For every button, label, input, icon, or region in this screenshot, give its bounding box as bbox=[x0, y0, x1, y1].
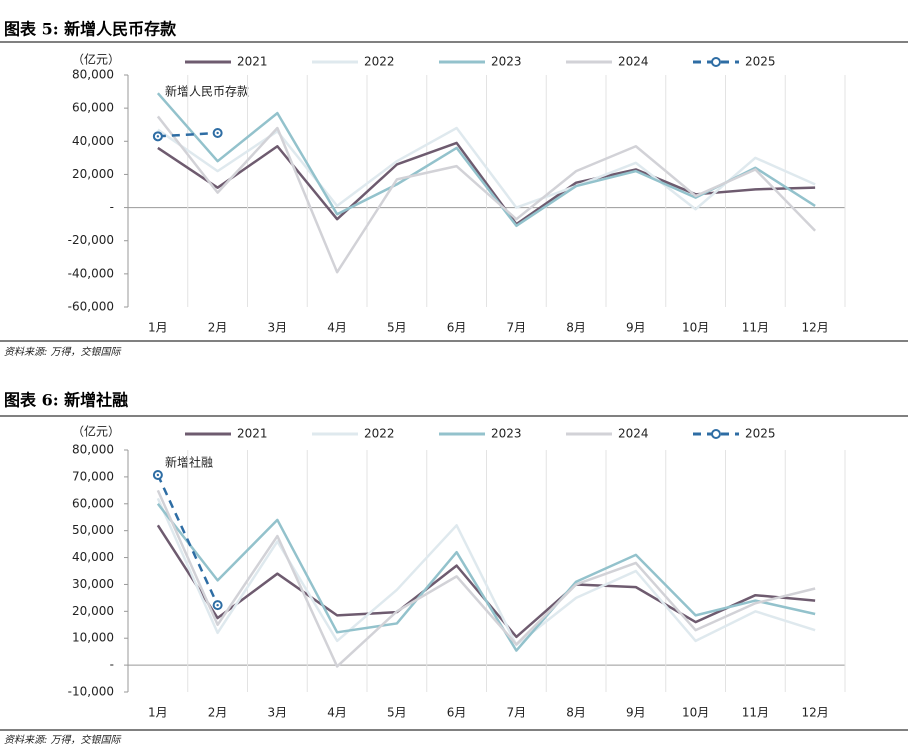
legend-marker bbox=[711, 429, 721, 439]
point-dot bbox=[156, 135, 160, 138]
x-tick-label: 1月 bbox=[148, 321, 168, 335]
y-tick-label: -40,000 bbox=[68, 266, 114, 280]
x-tick-label: 5月 bbox=[387, 321, 407, 335]
figure-heading: 图表 5: 新增人民币存款 bbox=[4, 20, 177, 39]
series-line bbox=[156, 489, 816, 668]
legend-label: 2021 bbox=[237, 427, 268, 441]
x-tick-label: 8月 bbox=[566, 706, 586, 720]
x-tick-label: 12月 bbox=[801, 706, 828, 720]
x-tick-label: 12月 bbox=[801, 321, 828, 335]
y-tick-label: -20,000 bbox=[68, 233, 114, 247]
x-tick-label: 2月 bbox=[208, 706, 228, 720]
point-dot bbox=[216, 131, 219, 135]
y-tick-label: - bbox=[110, 200, 114, 214]
x-tick-label: 10月 bbox=[682, 706, 709, 720]
x-tick-label: 8月 bbox=[566, 321, 586, 335]
x-tick-label: 11月 bbox=[742, 321, 769, 335]
x-tick-label: 9月 bbox=[626, 706, 646, 720]
legend-label: 2022 bbox=[364, 427, 395, 441]
x-tick-label: 3月 bbox=[268, 706, 288, 720]
y-tick-label: 80,000 bbox=[72, 443, 114, 457]
y-tick-label: - bbox=[110, 658, 114, 672]
y-tick-label: -10,000 bbox=[68, 685, 114, 699]
y-tick-label: 20,000 bbox=[72, 604, 114, 618]
x-tick-label: 9月 bbox=[626, 321, 646, 335]
x-tick-label: 6月 bbox=[447, 321, 467, 335]
series-line bbox=[156, 503, 816, 652]
y-tick-label: 10,000 bbox=[72, 631, 114, 645]
legend-label: 2021 bbox=[237, 55, 268, 69]
y-tick-label: 30,000 bbox=[72, 577, 114, 591]
annotation: 新增人民币存款 bbox=[165, 84, 249, 99]
legend-label: 2024 bbox=[618, 55, 649, 69]
source: 资料来源: 万得，交银国际 bbox=[4, 346, 122, 358]
y-tick-label: 20,000 bbox=[72, 167, 114, 181]
legend-label: 2024 bbox=[618, 427, 649, 441]
x-tick-label: 4月 bbox=[327, 321, 347, 335]
unit-label: （亿元） bbox=[72, 52, 120, 67]
legend-marker bbox=[711, 57, 721, 67]
x-tick-label: 7月 bbox=[507, 321, 527, 335]
legend-label: 2025 bbox=[745, 427, 776, 441]
y-tick-label: 60,000 bbox=[72, 101, 114, 115]
x-tick-label: 1月 bbox=[148, 706, 168, 720]
y-tick-label: 40,000 bbox=[72, 550, 114, 564]
x-tick-label: 7月 bbox=[507, 706, 527, 720]
series-line bbox=[157, 131, 218, 138]
legend-label: 2022 bbox=[364, 55, 395, 69]
y-tick-label: 60,000 bbox=[72, 496, 114, 510]
y-tick-label: 50,000 bbox=[72, 523, 114, 537]
y-tick-label: 40,000 bbox=[72, 134, 114, 148]
x-tick-label: 6月 bbox=[447, 706, 467, 720]
y-tick-label: -60,000 bbox=[68, 300, 114, 314]
source: 资料来源: 万得，交银国际 bbox=[4, 734, 122, 746]
y-tick-label: 70,000 bbox=[72, 469, 114, 483]
y-tick-label: 80,000 bbox=[72, 68, 114, 82]
annotation: 新增社融 bbox=[165, 455, 213, 470]
series-line bbox=[156, 115, 817, 274]
series-line bbox=[156, 497, 816, 647]
legend-label: 2023 bbox=[491, 55, 522, 69]
x-tick-label: 5月 bbox=[387, 706, 407, 720]
legend-label: 2023 bbox=[491, 427, 522, 441]
point-dot bbox=[156, 473, 160, 477]
series-line bbox=[156, 474, 219, 606]
x-tick-label: 4月 bbox=[327, 706, 347, 720]
x-tick-label: 10月 bbox=[682, 321, 709, 335]
x-tick-label: 3月 bbox=[268, 321, 288, 335]
figure-heading: 图表 6: 新增社融 bbox=[4, 391, 128, 410]
legend-label: 2025 bbox=[745, 55, 776, 69]
x-tick-label: 2月 bbox=[208, 321, 228, 335]
x-tick-label: 11月 bbox=[742, 706, 769, 720]
unit-label: （亿元） bbox=[72, 424, 120, 439]
point-dot bbox=[216, 603, 219, 607]
